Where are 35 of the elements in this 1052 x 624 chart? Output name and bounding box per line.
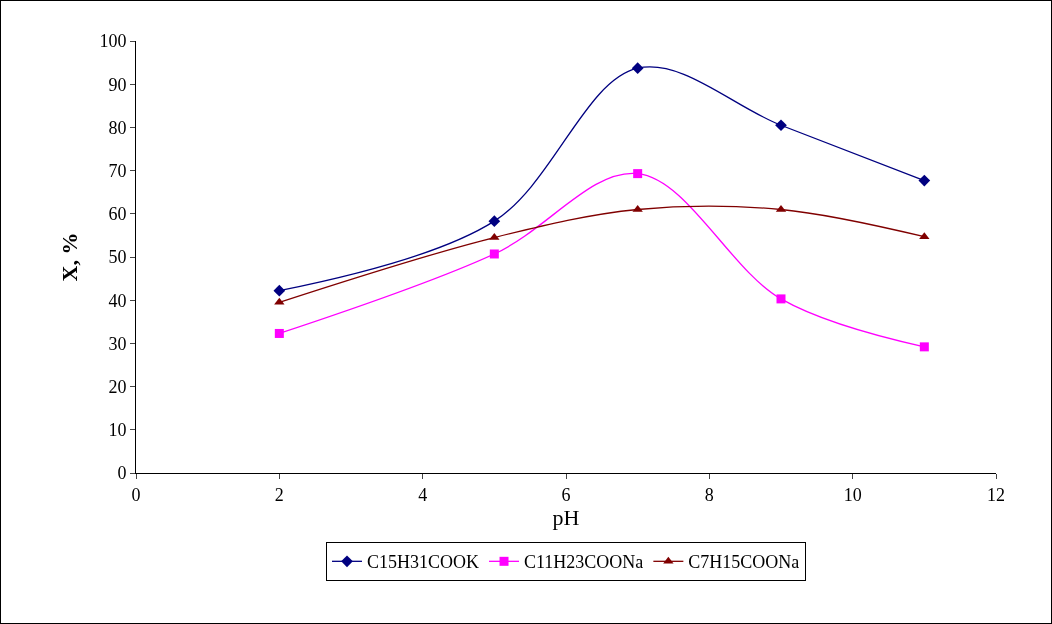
point	[488, 215, 501, 227]
point	[274, 328, 284, 338]
point	[273, 284, 286, 297]
x-tick-label: 4	[418, 484, 428, 505]
y-tick-label: 0	[117, 463, 127, 484]
y-tick-label: 80	[108, 117, 127, 138]
point	[489, 249, 499, 259]
point	[918, 174, 931, 187]
x-tick-label: 8	[704, 484, 714, 505]
point	[631, 62, 644, 75]
point	[775, 119, 787, 132]
y-axis-title: X, %	[57, 232, 83, 282]
legend-label: C7H15COONa	[688, 552, 800, 573]
point	[632, 204, 643, 212]
x-tick-label: 10	[843, 484, 862, 505]
y-tick-label: 60	[108, 204, 127, 225]
point	[274, 297, 285, 305]
point	[776, 294, 786, 304]
x-axis-title: pH	[552, 504, 580, 530]
x-tick-label: 12	[987, 484, 1005, 505]
x-tick-label: 6	[561, 484, 571, 505]
legend-label: C11H23COONa	[524, 552, 644, 573]
x-tick-label: 2	[274, 484, 284, 505]
y-tick-label: 70	[108, 160, 127, 181]
legend-label: C15H31COOK	[367, 552, 480, 573]
y-tick-label: 10	[108, 420, 127, 441]
y-tick-label: 100	[99, 31, 127, 52]
y-tick-label: 40	[108, 290, 127, 311]
point	[919, 342, 929, 352]
y-tick-label: 20	[108, 376, 127, 397]
y-tick-label: 90	[108, 74, 127, 95]
y-tick-label: 30	[108, 333, 127, 354]
x-tick-label: 0	[131, 484, 141, 505]
y-tick-label: 50	[108, 247, 127, 268]
point	[633, 169, 643, 179]
